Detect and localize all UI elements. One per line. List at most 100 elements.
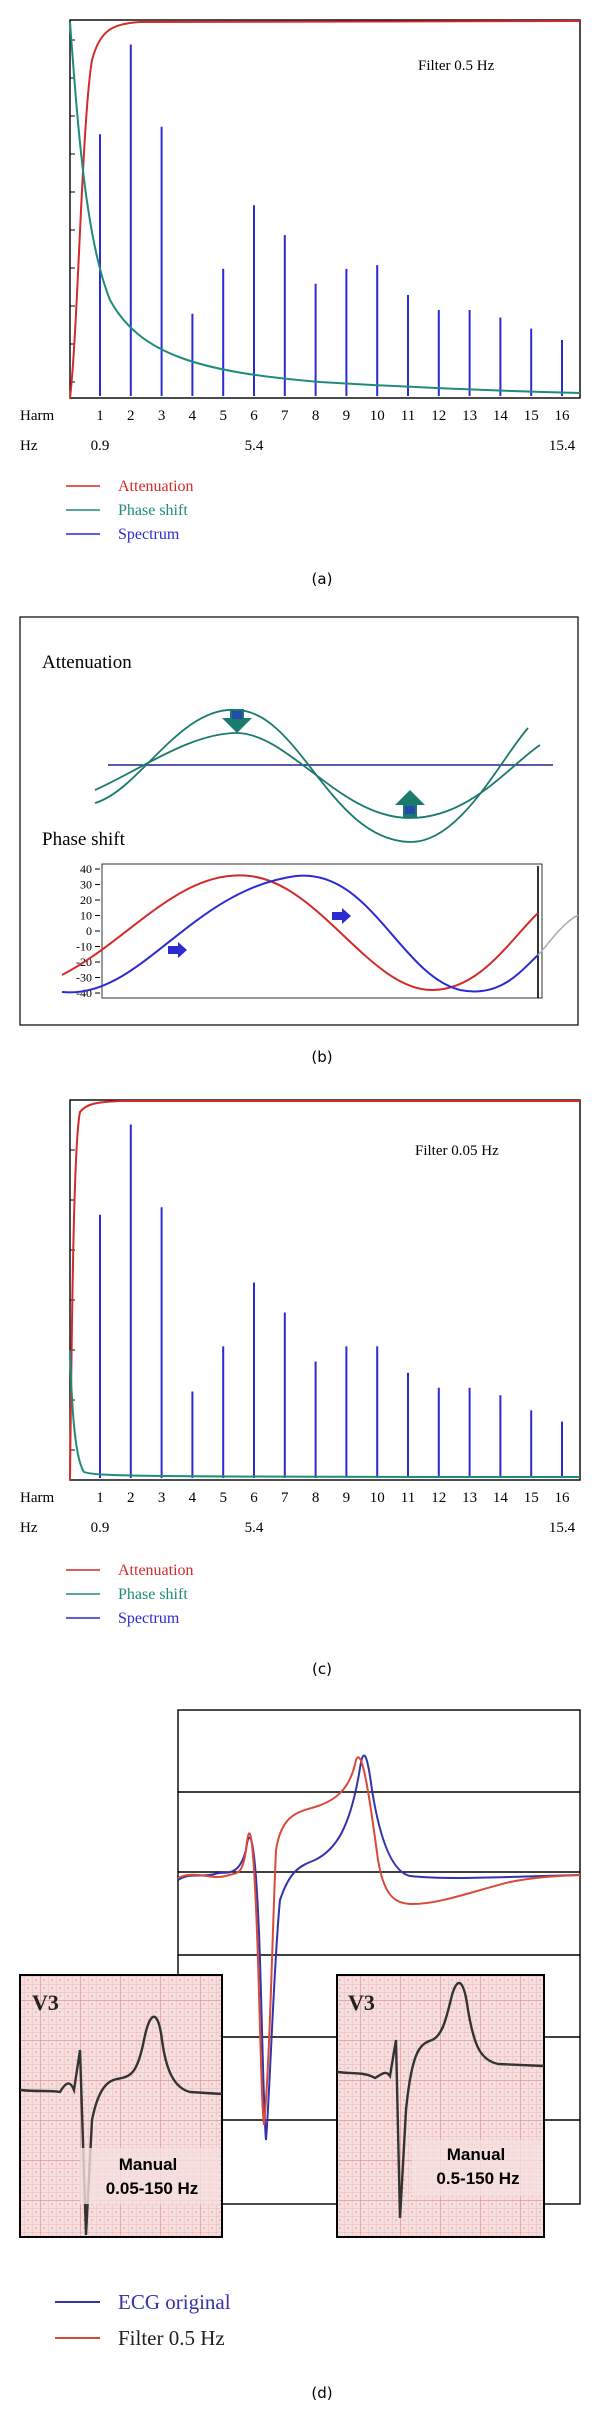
panel-b-arrow-right-2 [332, 908, 351, 924]
harm-tick-label: 12 [431, 408, 446, 424]
inset-right-trace [336, 1981, 545, 2219]
inset-right-label-1: Manual [447, 2145, 506, 2164]
inset-left-label-2: 0.05-150 Hz [106, 2179, 199, 2198]
panel-d-chart: V3 Manual 0.05-150 Hz V3 Manual 0.5-150 … [19, 1709, 581, 2402]
harm-tick-label: 9 [343, 1490, 351, 1506]
harm-tick-label: 6 [250, 408, 258, 424]
panel-a-frame [69, 19, 581, 399]
inset-right-label-2: 0.5-150 Hz [436, 2169, 519, 2188]
panel-c-frame [69, 1099, 581, 1481]
phase-y-tick-label: 40 [80, 862, 92, 876]
phase-y-tick-label: -10 [76, 940, 92, 954]
harm-tick-label: 16 [555, 1490, 571, 1506]
panel-a-hz-label: Hz [20, 438, 38, 454]
harm-tick-label: 9 [343, 408, 351, 424]
hz-tick-label: 0.9 [91, 438, 110, 454]
legend-c-phase: Phase shift [118, 1586, 188, 1603]
panel-b-red-curve [61, 874, 539, 992]
panel-a-hz-ticks: 0.9 5.4 15.4 [91, 438, 576, 454]
panel-d-legend: ECG original Filter 0.5 Hz [55, 2290, 231, 2350]
panel-c-harm-label: Harm [20, 1490, 54, 1506]
panel-a-legend: Attenuation Phase shift Spectrum [66, 478, 194, 543]
panel-b-arrow-down [222, 709, 252, 733]
panel-a-harm-label: Harm [20, 408, 54, 424]
harm-tick-label: 3 [158, 408, 166, 424]
harm-tick-label: 3 [158, 1490, 166, 1506]
inset-left-trace [19, 2015, 223, 2236]
harm-tick-label: 5 [219, 408, 227, 424]
caption-b: (b) [311, 1048, 332, 1066]
hz-tick-label: 15.4 [549, 1520, 576, 1536]
legend-c-spectrum: Spectrum [118, 1610, 180, 1627]
panel-b-attenuation-title: Attenuation [42, 652, 132, 673]
legend-a-phase: Phase shift [118, 502, 188, 519]
inset-left-label-1: Manual [119, 2155, 178, 2174]
harm-tick-label: 6 [250, 1490, 258, 1506]
panel-d-ecg-filter [177, 1756, 581, 2126]
phase-y-tick-label: -30 [76, 971, 92, 985]
harm-tick-label: 8 [312, 1490, 320, 1506]
harm-tick-label: 15 [524, 1490, 539, 1506]
harm-tick-label: 11 [401, 408, 415, 424]
harm-tick-label: 10 [370, 1490, 385, 1506]
panel-b-phase-title: Phase shift [42, 829, 126, 850]
panel-c-hz-ticks: 0.9 5.4 15.4 [91, 1520, 576, 1536]
legend-c-attenuation: Attenuation [118, 1562, 194, 1579]
legend-a-attenuation: Attenuation [118, 478, 194, 495]
panel-a-annotation: Filter 0.5 Hz [418, 58, 495, 74]
harm-tick-label: 11 [401, 1490, 415, 1506]
panel-c-annotation: Filter 0.05 Hz [415, 1143, 499, 1159]
panel-d-inset-left: V3 Manual 0.05-150 Hz [19, 1974, 223, 2238]
phase-y-tick-label: 10 [80, 909, 92, 923]
harm-tick-label: 15 [524, 408, 539, 424]
panel-c-phase-curve [69, 1349, 581, 1478]
phase-y-tick-label: -40 [76, 986, 92, 1000]
harm-tick-label: 1 [96, 1490, 104, 1506]
panel-c-hz-label: Hz [20, 1520, 38, 1536]
panel-b-wave-small [94, 732, 541, 819]
caption-c: (c) [312, 1660, 332, 1678]
legend-d-original: ECG original [118, 2290, 231, 2314]
legend-a-spectrum: Spectrum [118, 526, 180, 543]
harm-tick-label: 7 [281, 408, 289, 424]
panel-c-legend: Attenuation Phase shift Spectrum [66, 1562, 194, 1627]
panel-a-spectrum-bars [99, 44, 563, 396]
harm-tick-label: 4 [189, 408, 197, 424]
harm-tick-label: 5 [219, 1490, 227, 1506]
panel-a-attenuation-curve [69, 20, 581, 399]
harm-tick-label: 8 [312, 408, 320, 424]
hz-tick-label: 15.4 [549, 438, 576, 454]
inset-left-lead: V3 [32, 1990, 59, 2015]
panel-c-chart: Filter 0.05 Hz Harm Hz 1 2 3 4 5 6 7 8 9 10 11 12 13… [20, 1099, 581, 1678]
panel-b-arrow-up [395, 790, 425, 818]
panel-c-spectrum-bars [99, 1124, 563, 1478]
panel-b-grey-tail [537, 914, 579, 956]
harm-tick-label: 1 [96, 408, 104, 424]
phase-y-tick-label: 0 [86, 924, 92, 938]
harm-tick-label: 2 [127, 1490, 135, 1506]
inset-right-lead: V3 [348, 1990, 375, 2015]
legend-d-filter: Filter 0.5 Hz [118, 2326, 225, 2350]
hz-tick-label: 0.9 [91, 1520, 110, 1536]
caption-d: (d) [311, 2384, 332, 2402]
panel-a-chart: Filter 0.5 Hz Harm Hz 1 2 3 4 5 6 7 8 9 10 11 12 13 1… [20, 19, 581, 588]
hz-tick-label: 5.4 [245, 438, 264, 454]
panel-b-frame [19, 616, 579, 1026]
phase-y-tick-label: 30 [80, 878, 92, 892]
panel-b-chart: Attenuation Phase shift 403020100-10-20-… [19, 616, 579, 1066]
panel-c-harm-ticks: 1 2 3 4 5 6 7 8 9 10 11 12 13 14 15 16 [96, 1490, 570, 1506]
harm-tick-label: 12 [431, 1490, 446, 1506]
harm-tick-label: 10 [370, 408, 385, 424]
caption-a: (a) [312, 570, 333, 588]
harm-tick-label: 4 [189, 1490, 197, 1506]
harm-tick-label: 16 [555, 408, 571, 424]
panel-a-harm-ticks: 1 2 3 4 5 6 7 8 9 10 11 12 13 14 15 16 [96, 408, 570, 424]
phase-y-tick-label: 20 [80, 893, 92, 907]
panel-b-blue-curve [61, 874, 539, 994]
panel-b-wave-large [94, 709, 529, 843]
panel-c-attenuation-curve [69, 1100, 580, 1481]
harm-tick-label: 14 [493, 408, 509, 424]
harm-tick-label: 13 [462, 408, 477, 424]
